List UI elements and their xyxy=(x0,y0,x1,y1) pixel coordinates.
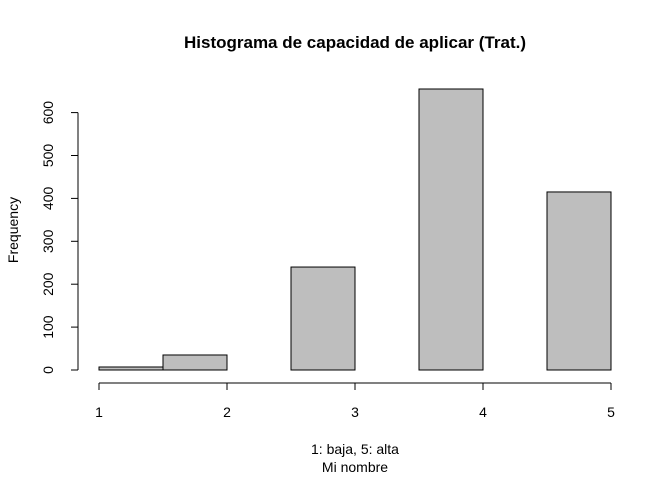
y-axis-label: Frequency xyxy=(5,197,21,263)
y-tick-label: 400 xyxy=(40,187,56,211)
bars-group xyxy=(98,88,612,371)
chart-title: Histograma de capacidad de aplicar (Trat… xyxy=(184,33,526,52)
y-tick-label: 0 xyxy=(40,366,56,374)
y-tick-label: 500 xyxy=(40,144,56,168)
y-tick-label: 200 xyxy=(40,272,56,296)
y-tick-label: 300 xyxy=(40,229,56,253)
x-axis-label-line2: Mi nombre xyxy=(322,459,388,475)
x-tick-label: 5 xyxy=(607,404,615,420)
x-axis: 1 2 3 4 5 xyxy=(95,382,615,420)
histogram-bar xyxy=(546,191,612,371)
x-tick-label: 4 xyxy=(479,404,487,420)
x-axis-label: 1: baja, 5: alta xyxy=(311,441,399,457)
x-tick-label: 3 xyxy=(351,404,359,420)
histogram-bar xyxy=(290,266,356,371)
y-tick-label: 100 xyxy=(40,315,56,339)
histogram-bar xyxy=(162,354,228,371)
y-axis: 0 100 200 300 400 500 600 xyxy=(40,101,79,374)
histogram-bar xyxy=(418,88,484,371)
y-tick-label: 600 xyxy=(40,101,56,125)
histogram-bar xyxy=(98,366,164,371)
x-tick-label: 2 xyxy=(223,404,231,420)
x-tick-label: 1 xyxy=(95,404,103,420)
